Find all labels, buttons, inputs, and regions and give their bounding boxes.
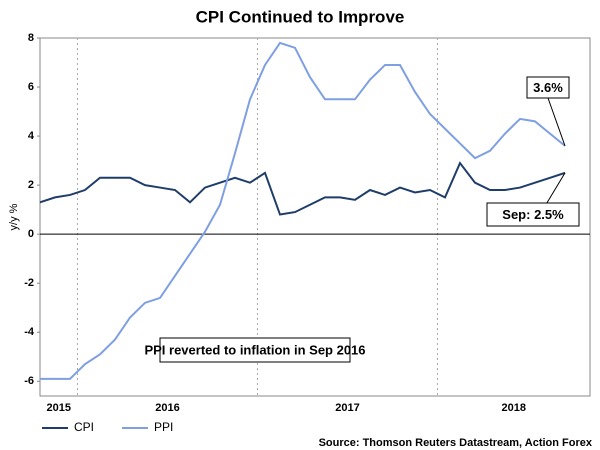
source: Source: Thomson Reuters Datastream, Acti… xyxy=(319,437,593,449)
series-line xyxy=(39,161,566,216)
y-tick-label: 6 xyxy=(28,81,34,93)
y-tick-label: -4 xyxy=(24,326,35,338)
callout-line xyxy=(547,97,566,147)
x-tick-label: 2018 xyxy=(502,402,526,414)
y-tick-label: -2 xyxy=(24,277,34,289)
y-tick-label: 2 xyxy=(28,179,34,191)
series-line xyxy=(40,41,566,380)
y-tick-label: -6 xyxy=(24,375,34,387)
y-axis-label: y/y % xyxy=(8,203,20,230)
annotation-box xyxy=(159,337,351,363)
annotation: 3.6% xyxy=(533,80,563,95)
x-tick-label: 2015 xyxy=(47,402,71,414)
y-tick-label: 0 xyxy=(28,228,34,240)
plot-frame xyxy=(39,37,591,397)
legend-label: CPI xyxy=(74,420,94,434)
annotation-box xyxy=(486,202,580,227)
annotation: PPI reverted to inflation in Sep 2016 xyxy=(144,342,365,357)
x-tick-label: 2017 xyxy=(335,402,359,414)
legend-label: PPI xyxy=(154,420,173,434)
annotation-box xyxy=(526,76,570,99)
y-tick-label: 4 xyxy=(28,130,35,142)
x-tick-label: 2016 xyxy=(155,402,179,414)
y-tick-label: 8 xyxy=(28,32,34,44)
annotation: Sep: 2.5% xyxy=(502,207,564,222)
chart-title: CPI Continued to Improve xyxy=(196,7,405,26)
